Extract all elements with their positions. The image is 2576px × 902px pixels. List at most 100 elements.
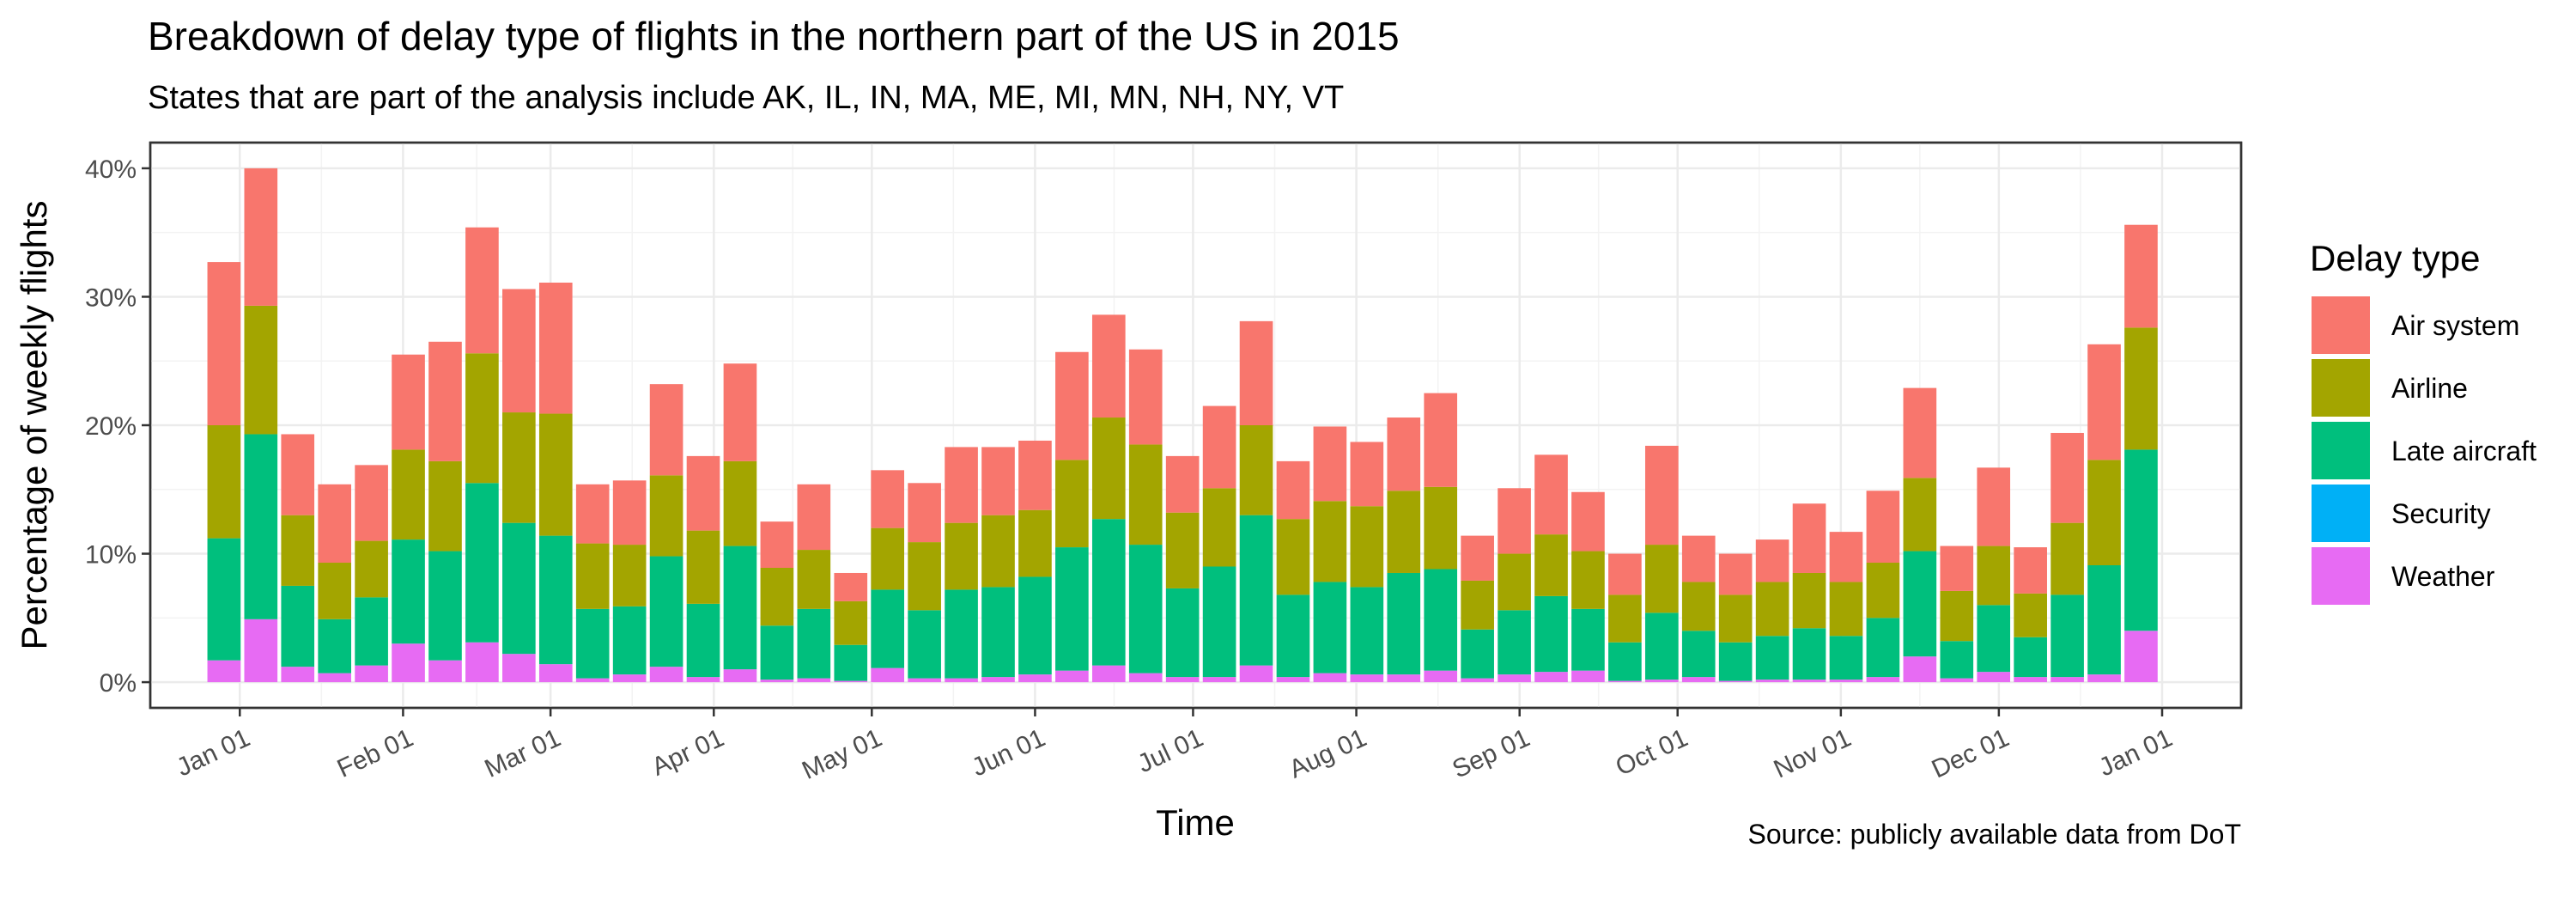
bar-segment-late-aircraft [1829,636,1863,680]
bar-segment-airline [1792,572,1826,629]
bar-segment-airline [2124,327,2158,450]
bar-segment-airline [392,449,425,540]
bar-segment-late-aircraft [207,538,241,661]
bar-segment-airline [871,527,905,590]
bar-segment-weather [1534,672,1568,683]
bar-segment-weather [760,680,794,683]
chart-caption: Source: publicly available data from DoT [1748,819,2242,850]
bar-segment-late-aircraft [686,603,720,678]
x-tick-label: Nov 01 [1770,723,1856,783]
legend-key-late-aircraft [2312,422,2370,479]
bar-segment-airline [1165,512,1200,588]
y-tick-label: 10% [85,541,137,570]
bar-segment-airline [1903,478,1937,552]
bar-segment-airline [281,515,315,586]
legend-key-air-system [2312,296,2370,354]
bar-segment-late-aircraft [2014,637,2047,678]
legend-label: Late aircraft [2391,436,2537,466]
bar-segment-weather [1829,680,1863,683]
bar-segment-late-aircraft [908,610,941,679]
bar-segment-airline [355,540,388,598]
bar-segment-late-aircraft [945,589,978,679]
bar-segment-weather [1681,677,1716,683]
bar-segment-air-system [834,572,868,601]
bar-segment-weather [1608,680,1642,683]
bar-segment-airline [1977,545,2011,606]
bar-segment-late-aircraft [2087,565,2121,675]
bar-segment-weather [1424,670,1458,683]
bar-segment-weather [428,660,462,683]
bar-segment-weather [2124,631,2158,683]
bar-segment-air-system [649,384,683,476]
legend-key-weather [2312,547,2370,605]
bar-segment-air-system [1202,405,1236,489]
bar-segment-air-system [612,480,647,545]
bar-segment-airline [1424,486,1458,570]
bar-segment-airline [1239,425,1273,515]
x-axis: Jan 01 Feb 01 Mar 01 Apr 01 May 01 Jun 01 Jul … [173,708,2177,785]
bar-segment-late-aircraft [1608,642,1642,681]
bar-segment-late-aircraft [1903,551,1937,657]
bar-segment-weather [207,660,241,683]
bar-segment-late-aircraft [760,625,794,680]
bar-segment-weather [1165,677,1200,683]
bar-segment-weather [1718,680,1753,683]
bar-segment-late-aircraft [1534,595,1568,673]
bar-segment-late-aircraft [871,589,905,668]
legend-label: Airline [2391,373,2468,404]
bar-segment-air-system [1792,503,1826,573]
bar-segment-late-aircraft [1239,515,1273,666]
bar-segment-airline [649,475,683,557]
bar-segment-late-aircraft [1387,572,1421,675]
bar-segment-airline [908,542,941,611]
bar-segment-late-aircraft [575,608,610,679]
bar-segment-air-system [355,465,388,541]
bar-segment-weather [2087,674,2121,683]
bar-segment-weather [908,678,941,683]
bar-segment-weather [1644,680,1679,683]
bar-segment-weather [686,677,720,683]
x-tick-label: Mar 01 [481,723,566,783]
bar-segment-air-system [1903,387,1937,478]
bar-segment-airline [2087,460,2121,566]
bar-segment-weather [1866,677,1900,683]
bar-segment-late-aircraft [797,608,831,679]
bar-segment-air-system [207,262,241,425]
bar-segment-airline [797,550,831,609]
x-tick-label: Feb 01 [333,723,418,783]
legend: Delay type Air system Airline Late aircraf… [2310,238,2537,605]
bar-segment-air-system [1608,553,1642,595]
bar-segment-weather [945,678,978,683]
bar-segment-weather [1055,670,1089,683]
bar-segment-late-aircraft [2050,594,2084,678]
bar-segment-air-system [1313,426,1347,502]
bar-segment-air-system [575,484,610,544]
bar-segment-airline [1498,553,1531,611]
bar-segment-late-aircraft [428,551,462,661]
bar-segment-weather [1755,680,1789,683]
x-tick-label: Aug 01 [1285,723,1370,783]
bar-segment-airline [465,353,499,484]
bar-segment-air-system [281,434,315,515]
bar-segment-airline [945,522,978,590]
bar-segment-air-system [1350,442,1384,507]
bar-segment-air-system [244,168,278,306]
x-tick-label: Oct 01 [1612,723,1692,781]
bar-segment-air-system [1977,467,2011,546]
bar-segment-late-aircraft [1644,613,1679,680]
bar-segment-airline [1718,594,1753,643]
bar-segment-late-aircraft [2124,449,2158,631]
bar-segment-air-system [2014,547,2047,594]
bar-segment-airline [318,563,351,619]
bar-segment-airline [1866,563,1900,619]
chart-title: Breakdown of delay type of flights in th… [148,14,1400,58]
bar-segment-late-aircraft [1461,629,1494,679]
bar-segment-airline [1128,444,1163,545]
bar-segment-airline [1018,509,1052,577]
bar-segment-weather [834,680,868,683]
bar-segment-air-system [502,289,536,413]
bar-segment-late-aircraft [1424,569,1458,671]
bar-segment-airline [538,413,573,536]
bar-segment-late-aircraft [1091,519,1126,666]
bar-segment-air-system [945,447,978,523]
